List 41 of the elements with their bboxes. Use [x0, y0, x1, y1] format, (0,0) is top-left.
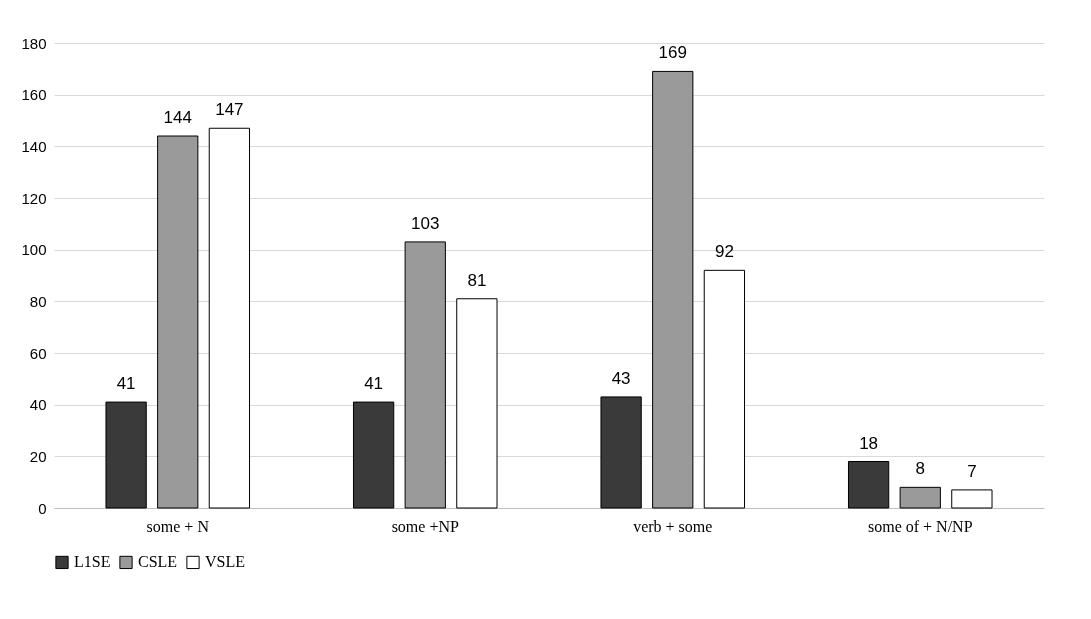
data-label: 7 — [967, 461, 977, 481]
y-tick-label: 40 — [29, 396, 47, 414]
data-label: 92 — [714, 242, 734, 262]
y-tick-label: 140 — [21, 137, 47, 155]
bar — [456, 298, 498, 509]
data-label: 81 — [467, 270, 487, 290]
y-tick-label: 100 — [21, 241, 47, 259]
bar — [951, 489, 993, 509]
x-tick-label: verb + some — [633, 517, 713, 535]
bar — [703, 269, 746, 509]
data-label: 41 — [364, 374, 384, 394]
bar — [899, 486, 941, 509]
data-label: 103 — [411, 213, 440, 233]
bar — [157, 135, 199, 509]
bar — [352, 401, 395, 509]
data-label: 8 — [915, 459, 925, 479]
x-tick-label: some +NP — [391, 517, 459, 535]
bar — [600, 396, 642, 509]
bar — [208, 127, 251, 509]
y-tick-label: 80 — [29, 292, 47, 310]
data-label: 169 — [658, 43, 687, 63]
legend-label: VSLE — [205, 553, 245, 571]
x-tick-label: some of + N/NP — [867, 517, 973, 535]
y-tick-label: 0 — [38, 499, 47, 517]
bar — [105, 401, 147, 509]
data-label: 144 — [163, 108, 192, 127]
bar — [652, 70, 694, 509]
y-tick-label: 180 — [21, 34, 47, 52]
data-label: 147 — [215, 100, 244, 120]
legend-label: CSLE — [138, 553, 178, 571]
y-tick-label: 160 — [21, 86, 47, 104]
data-label: 43 — [611, 368, 631, 388]
y-tick-label: 120 — [21, 189, 47, 207]
bar — [404, 241, 446, 509]
bar — [847, 461, 890, 509]
y-tick-label: 60 — [29, 344, 47, 362]
data-label: 18 — [859, 433, 879, 453]
x-tick-label: some + N — [146, 517, 210, 535]
data-label: 41 — [116, 374, 136, 394]
y-tick-label: 20 — [29, 447, 47, 465]
legend-label: L1SE — [74, 553, 111, 571]
